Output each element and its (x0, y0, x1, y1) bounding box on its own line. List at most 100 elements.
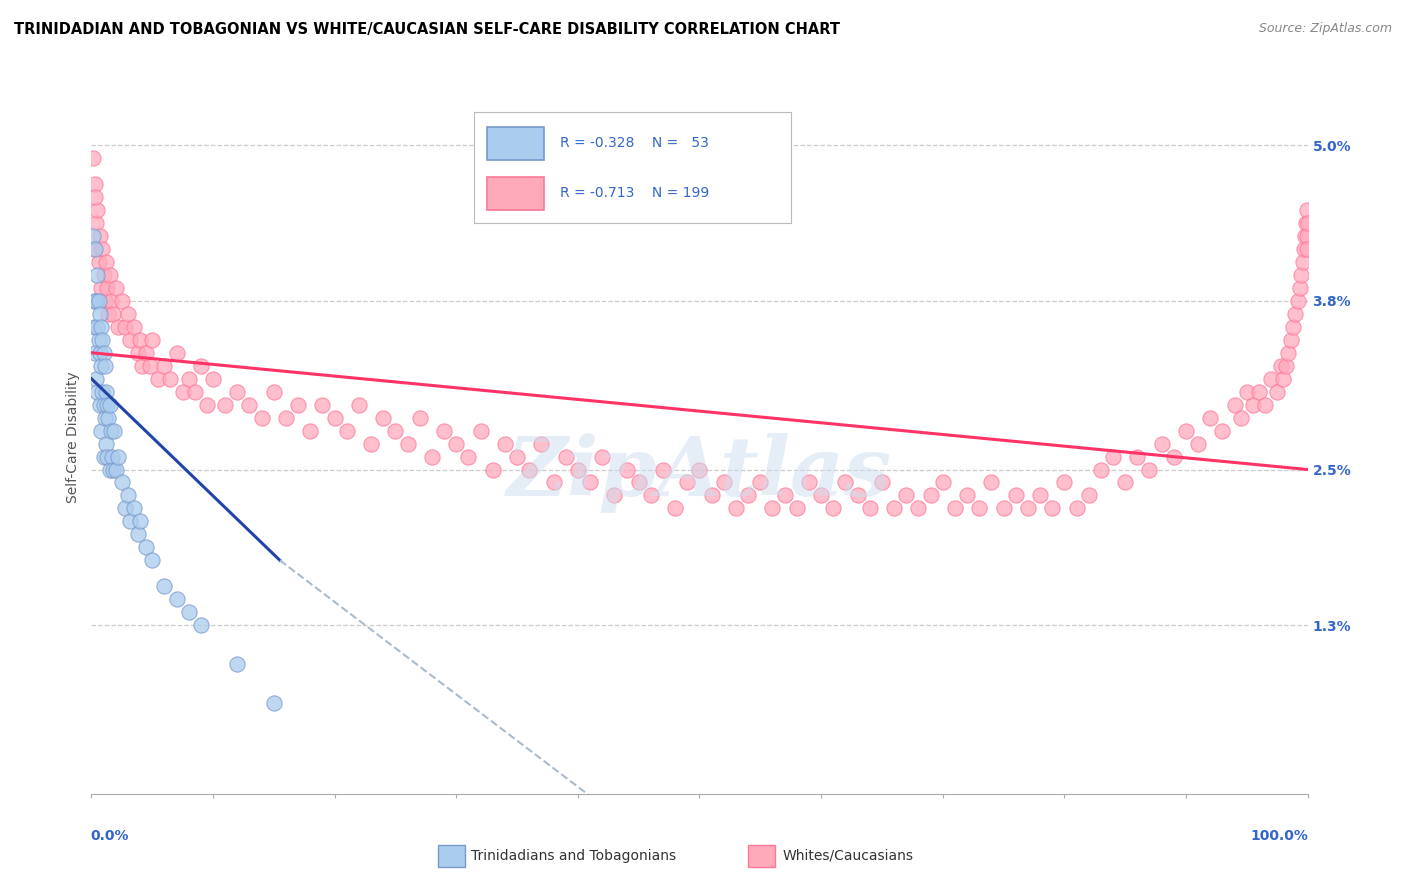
Point (1236, 384, 1258, 399)
Point (896, 488, 918, 502)
Point (1241, 398, 1264, 412)
Point (1211, 424, 1233, 438)
Point (494, 436, 516, 450)
Point (89, 307, 111, 321)
Text: TRINIDADIAN AND TOBAGONIAN VS WHITE/CAUCASIAN SELF-CARE DISABILITY CORRELATION C: TRINIDADIAN AND TOBAGONIAN VS WHITE/CAUC… (14, 22, 839, 37)
Point (91, 333, 114, 347)
Point (1292, 255, 1315, 269)
Point (96, 398, 118, 412)
Point (86, 384, 108, 399)
Point (980, 475, 1002, 490)
Point (177, 372, 200, 386)
Point (250, 410, 273, 425)
Point (101, 450, 124, 464)
Point (83, 293, 105, 308)
Point (373, 410, 395, 425)
Point (87, 255, 110, 269)
Point (263, 696, 285, 710)
Point (554, 450, 576, 464)
Point (360, 436, 382, 450)
Point (627, 475, 650, 490)
Point (883, 501, 905, 516)
Point (1139, 462, 1161, 476)
Point (1247, 384, 1270, 399)
Point (943, 501, 966, 516)
Point (94, 436, 117, 450)
Point (90, 424, 112, 438)
Point (737, 488, 759, 502)
Point (336, 424, 359, 438)
Point (1199, 410, 1222, 425)
Point (87, 293, 110, 308)
Point (131, 359, 153, 373)
Point (457, 450, 479, 464)
Point (1126, 450, 1149, 464)
Point (761, 501, 783, 516)
Text: Whites/Caucasians: Whites/Caucasians (782, 849, 912, 863)
Point (98, 462, 121, 476)
Point (86, 268, 108, 282)
Point (1053, 475, 1076, 490)
Point (506, 450, 529, 464)
Point (311, 398, 333, 412)
Point (104, 281, 127, 295)
Point (931, 475, 953, 490)
Point (93, 345, 115, 359)
Point (94, 255, 117, 269)
Point (920, 488, 942, 502)
FancyBboxPatch shape (748, 845, 775, 867)
Point (190, 618, 212, 632)
Point (86, 319, 108, 334)
Point (1277, 345, 1299, 359)
Point (530, 436, 553, 450)
Point (195, 398, 218, 412)
Point (93, 450, 115, 464)
Point (127, 345, 149, 359)
Point (1066, 501, 1088, 516)
Point (96, 450, 118, 464)
Point (384, 424, 406, 438)
Point (166, 592, 188, 607)
Point (567, 462, 589, 476)
Point (148, 372, 170, 386)
Point (907, 501, 929, 516)
Point (396, 436, 419, 450)
Point (135, 345, 157, 359)
Point (1272, 372, 1295, 386)
Point (517, 462, 540, 476)
Point (94, 410, 117, 425)
Point (83, 319, 105, 334)
Point (1090, 462, 1112, 476)
Point (1004, 488, 1026, 502)
Point (664, 501, 686, 516)
Point (97, 307, 120, 321)
Point (107, 319, 129, 334)
Point (172, 384, 194, 399)
Point (86, 202, 108, 217)
Point (1295, 216, 1317, 230)
Point (1040, 501, 1063, 516)
Point (1286, 293, 1309, 308)
Point (153, 579, 176, 593)
Point (89, 398, 111, 412)
Point (184, 384, 207, 399)
Point (159, 372, 181, 386)
Text: ZipAtlas: ZipAtlas (508, 433, 891, 513)
Point (700, 488, 723, 502)
Point (834, 475, 856, 490)
Point (91, 384, 114, 399)
Point (1114, 475, 1136, 490)
Point (603, 488, 626, 502)
Point (749, 475, 772, 490)
Point (823, 501, 845, 516)
Point (166, 345, 188, 359)
Point (107, 450, 129, 464)
Point (1270, 359, 1292, 373)
Point (652, 462, 675, 476)
Point (129, 515, 152, 529)
Point (141, 333, 163, 347)
Point (724, 501, 747, 516)
Point (135, 541, 157, 555)
Point (111, 475, 134, 490)
Point (323, 410, 346, 425)
